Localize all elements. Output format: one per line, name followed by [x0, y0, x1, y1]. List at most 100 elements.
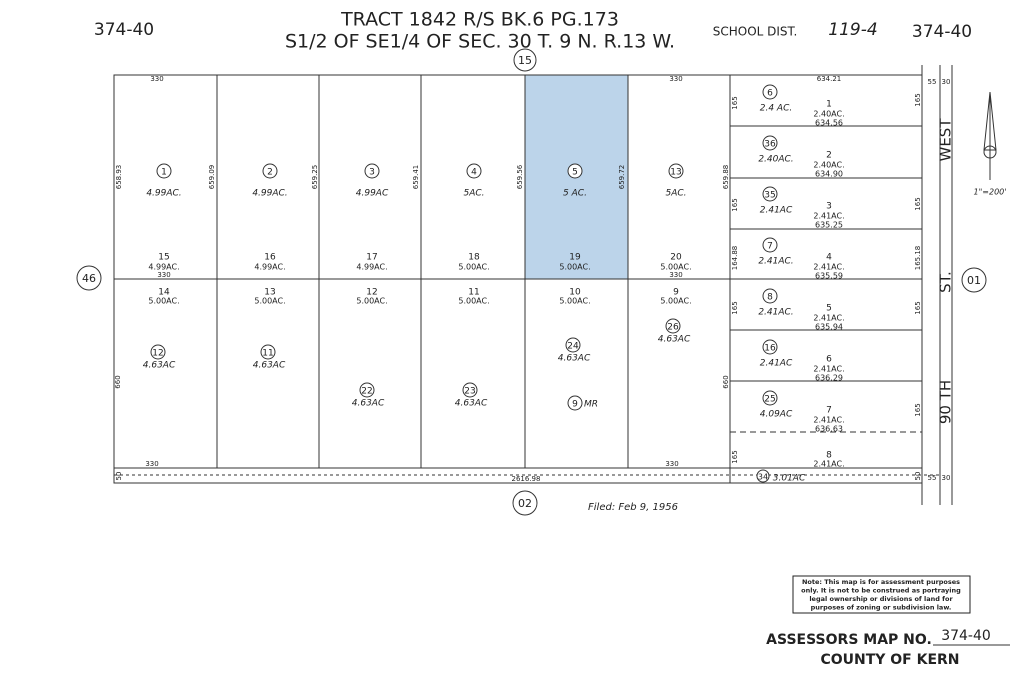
dimension: 50	[115, 472, 123, 481]
lot-area: 5.00AC.	[559, 263, 590, 272]
dimension: 660	[722, 375, 730, 388]
parcel-number: 1	[161, 168, 167, 178]
lot-number: 20	[670, 253, 682, 263]
parcel-number-circle	[762, 390, 778, 406]
lot-number: 10	[569, 288, 581, 298]
parcel-number: 34	[758, 473, 768, 482]
scale: 1"=200'	[974, 188, 1007, 197]
parcel-area: 5AC.	[665, 189, 686, 199]
parcel-number: 4	[471, 168, 477, 178]
parcel-area: 4.63AC	[352, 399, 385, 409]
parcel-number: 16	[764, 344, 776, 354]
parcel-number-circle	[756, 469, 770, 483]
lot-width: 634.90	[815, 170, 843, 179]
lot-number: 17	[366, 253, 377, 263]
parcel-area: 4.09AC	[760, 410, 793, 420]
parcel-number: 7	[767, 242, 773, 252]
dimension: 330	[669, 271, 682, 279]
lot-area: 2.41AC.	[813, 212, 844, 221]
dimension: 659.25	[311, 165, 319, 190]
dimension: 165	[731, 198, 739, 211]
lot-number: 4	[826, 253, 832, 263]
parcel-number-circle	[364, 163, 380, 179]
parcel-area: 4.99AC.	[146, 189, 181, 199]
lot-area: 2.41AC.	[813, 365, 844, 374]
parcel-area: 4.63AC	[658, 335, 691, 345]
lot-width: 636.63	[815, 425, 843, 434]
lot-area: 4.99AC.	[148, 263, 179, 272]
map-number: 374-40	[94, 20, 154, 40]
road-number: 01	[967, 274, 981, 287]
dimension: 30	[942, 474, 951, 482]
lot-number: 11	[468, 288, 479, 298]
parcel-number-circle	[567, 163, 583, 179]
parcel-area: 4.63AC	[558, 354, 591, 364]
road-number-circle	[76, 265, 102, 291]
parcel-number-circle	[762, 135, 778, 151]
parcel-area: 2.41AC.	[758, 257, 793, 267]
map-number: 374-40	[912, 22, 972, 42]
parcel-number-circle	[762, 288, 778, 304]
dimension: 165	[731, 96, 739, 109]
parcel-area: 2.41AC.	[758, 308, 793, 318]
parcel-number-circle	[668, 163, 684, 179]
parcel-number: 13	[670, 168, 681, 178]
street-number: 90 TH	[937, 380, 955, 424]
parcel-area: 2.4 AC.	[760, 104, 792, 114]
parcel-area: 4.63AC	[253, 361, 286, 371]
street-suffix: ST.	[937, 271, 955, 293]
lot-width: 635.94	[815, 323, 843, 332]
parcel-number: 5	[572, 168, 578, 178]
parcel-area: 3.01AC	[773, 474, 806, 484]
parcel-area: 4.63AC	[455, 399, 488, 409]
lot-area: 5.00AC.	[458, 263, 489, 272]
lot-area: 5.00AC.	[148, 297, 179, 306]
parcel-number-circle	[762, 237, 778, 253]
school-dist: 119-4	[828, 20, 877, 40]
lot-width: 634.56	[815, 119, 843, 128]
parcel-number: 22	[361, 387, 372, 397]
lot-number: 13	[264, 288, 275, 298]
dimension: 55	[928, 78, 937, 86]
dimension: 659.88	[722, 165, 730, 190]
parcel-number-circle	[565, 337, 581, 353]
dimension: 165	[914, 403, 922, 416]
map-no: 374-40	[941, 628, 991, 644]
lot-number: 8	[826, 451, 832, 461]
lot-number: 7	[826, 406, 832, 416]
dimension: 330	[665, 460, 678, 468]
county: COUNTY OF KERN	[820, 652, 959, 668]
parcel-number: 3	[369, 168, 375, 178]
parcel-number: 6	[767, 89, 773, 99]
dimension: 164.88	[731, 246, 739, 271]
lot-width: 636.29	[815, 374, 843, 383]
dimension: 634.21	[817, 75, 842, 83]
dimension: 30	[942, 78, 951, 86]
parcel-area: 5AC.	[463, 189, 484, 199]
parcel-number: 11	[262, 349, 273, 359]
dimension: 330	[669, 75, 682, 83]
lot-area: 5.00AC.	[356, 297, 387, 306]
lot-number: 15	[158, 253, 169, 263]
lot-area: 5.00AC.	[559, 297, 590, 306]
parcel-number: 25	[764, 395, 775, 405]
dimension: 165	[914, 93, 922, 106]
road-number-circle	[961, 267, 987, 293]
parcel-number-circle	[260, 344, 276, 360]
parcel-number: 26	[667, 323, 679, 333]
note-line: legal ownership or divisions of land for	[809, 595, 953, 603]
lot-area: 4.99AC.	[254, 263, 285, 272]
lot-number: 18	[468, 253, 480, 263]
lot-width: 635.59	[815, 272, 843, 281]
street-name: WEST	[937, 118, 955, 162]
parcel-number: 9	[572, 400, 578, 410]
lot-number: 9	[673, 288, 679, 298]
parcel-number: 23	[464, 387, 475, 397]
parcel-number-circle	[156, 163, 172, 179]
parcel-area: 2.41AC	[760, 206, 793, 216]
dimension: 165	[731, 450, 739, 463]
lot-number: 5	[826, 304, 832, 314]
lot-area: 2.41AC.	[813, 416, 844, 425]
parcel-number: 12	[152, 349, 163, 359]
